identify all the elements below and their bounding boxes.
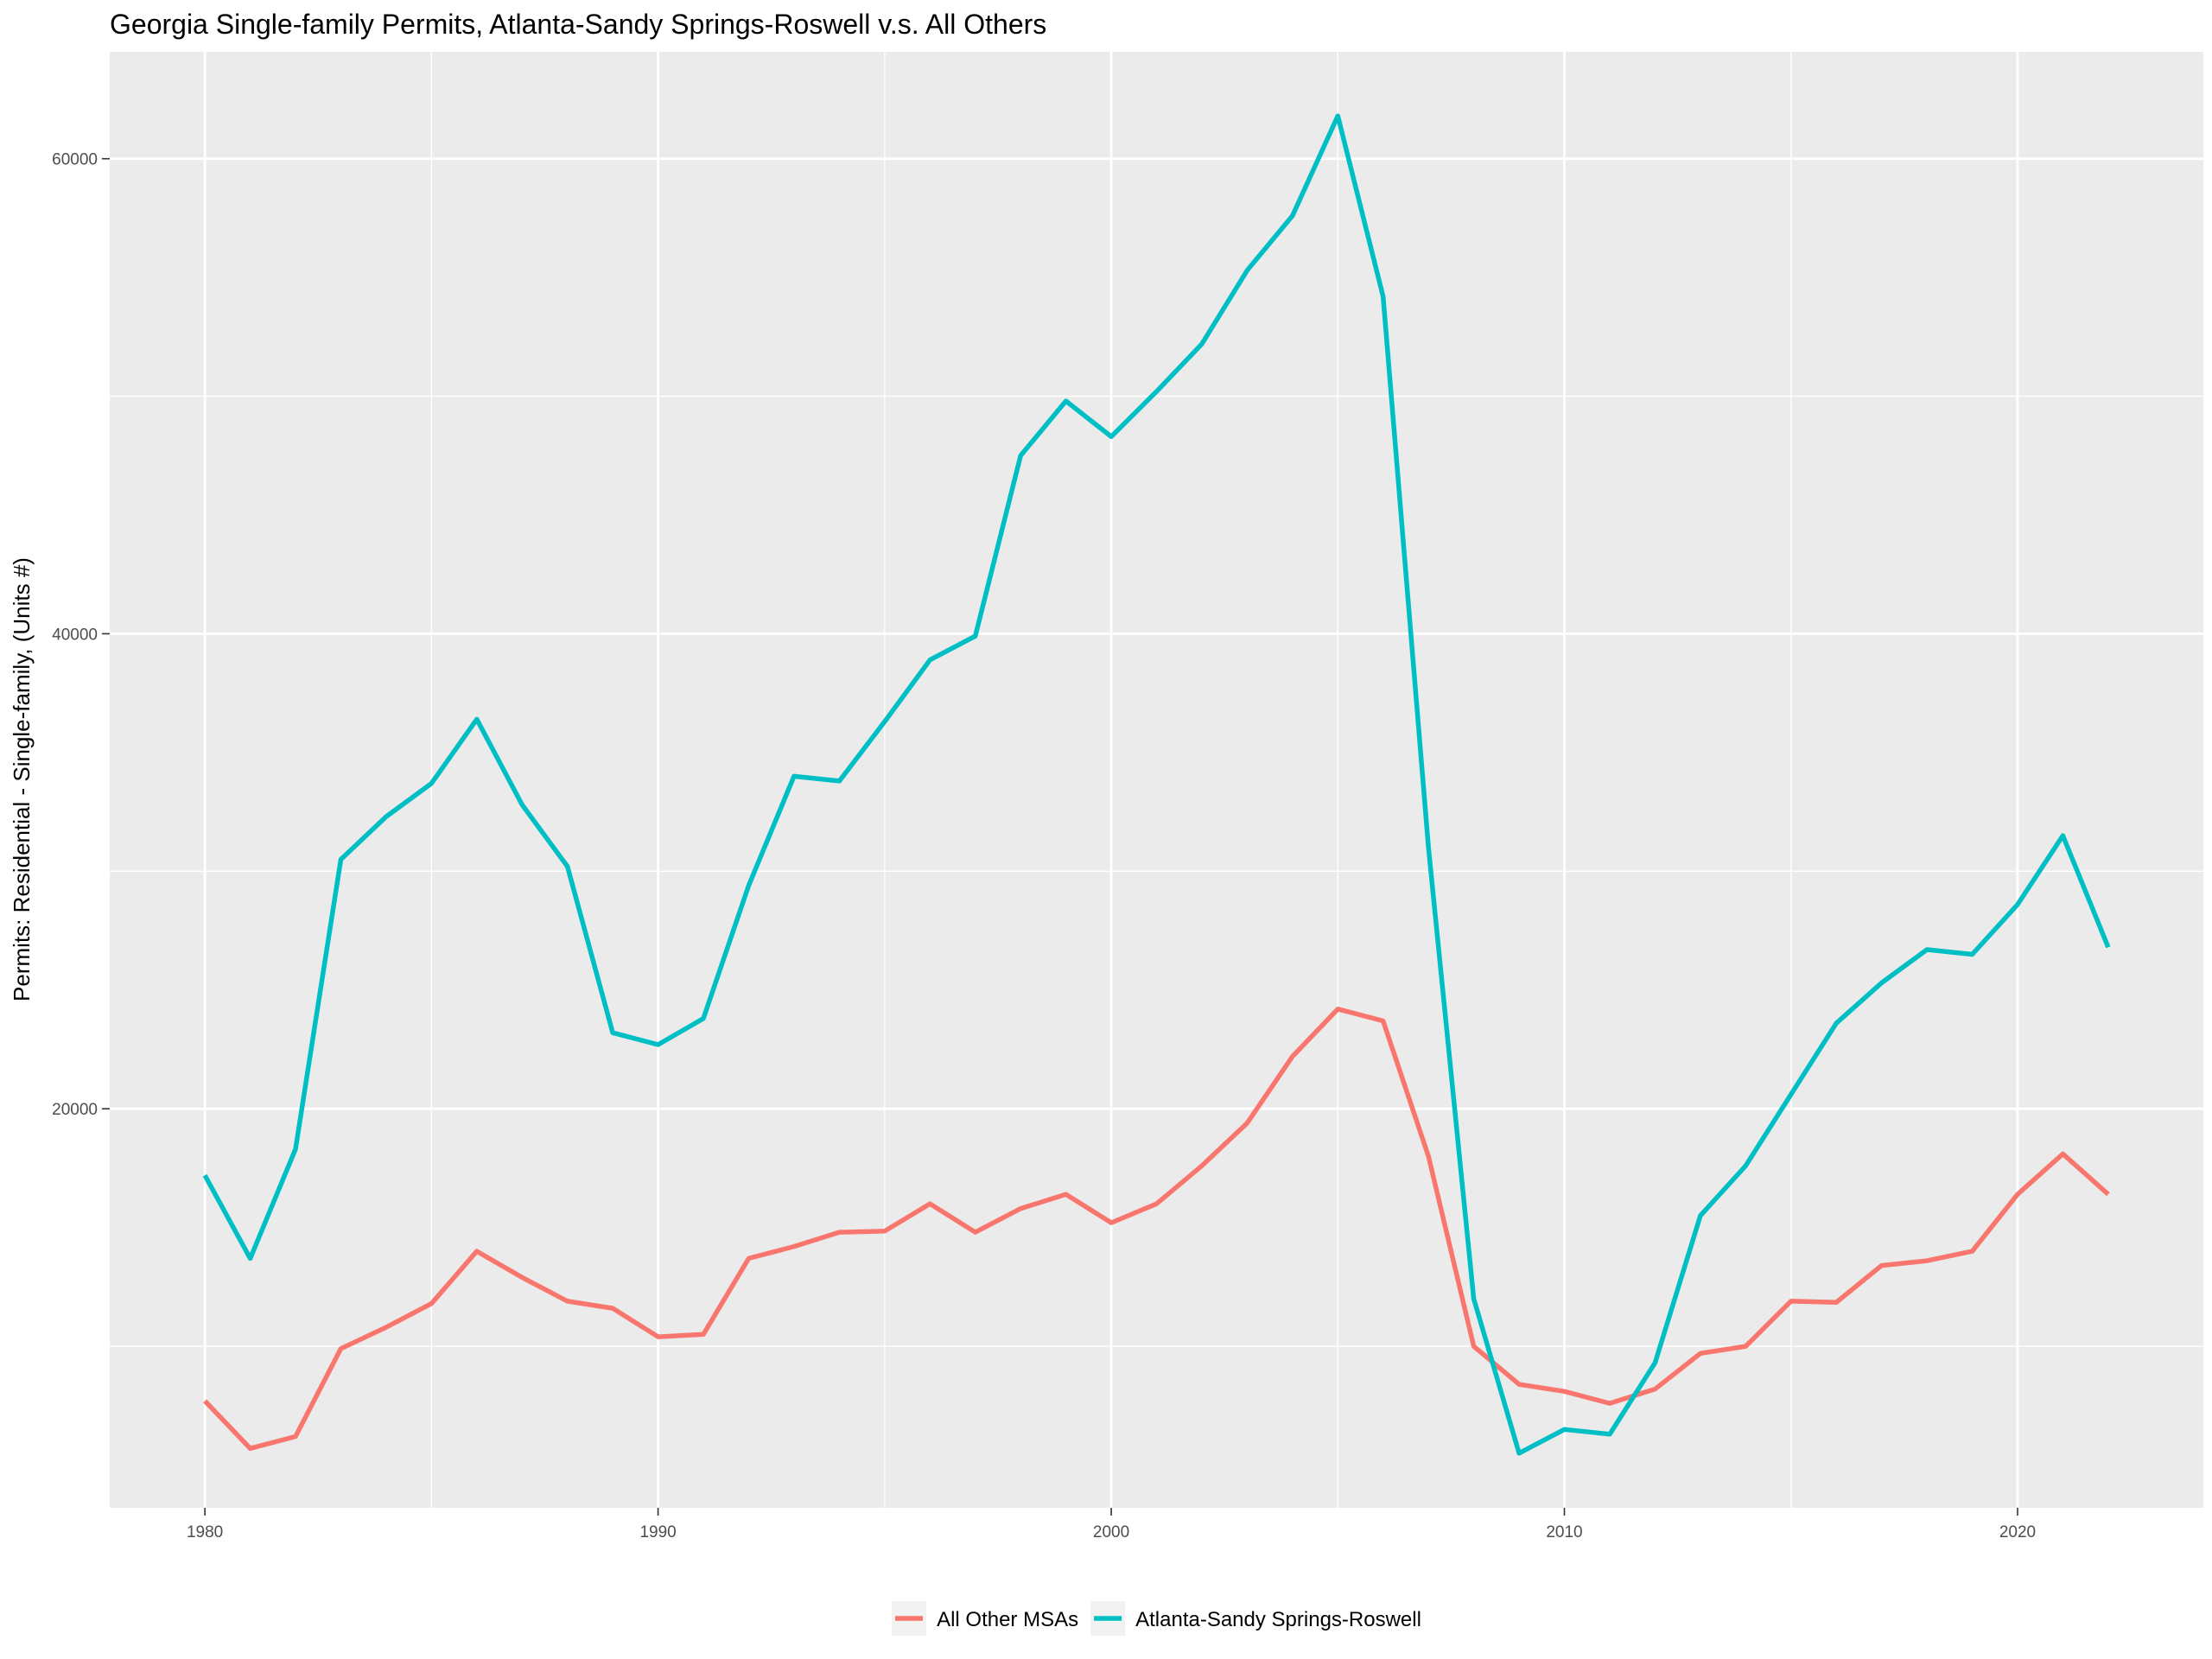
y-tick-label: 40000 xyxy=(52,626,98,644)
x-axis: 1980 1990 2000 2010 2020 xyxy=(187,1508,2036,1541)
series-lines xyxy=(202,113,2111,1456)
y-axis-label: Permits: Residential - Single-family, (U… xyxy=(9,557,35,1001)
chart-title: Georgia Single-family Permits, Atlanta-S… xyxy=(110,9,1046,40)
legend-label: Atlanta-Sandy Springs-Roswell xyxy=(1135,1608,1421,1631)
x-tick-label: 1990 xyxy=(639,1523,676,1541)
minor-gridlines xyxy=(110,52,2203,1508)
legend-item: Atlanta-Sandy Springs-Roswell xyxy=(1090,1601,1421,1636)
x-tick-label: 1980 xyxy=(187,1523,223,1541)
legend-label: All Other MSAs xyxy=(937,1608,1078,1631)
series-line-0 xyxy=(203,1007,2110,1452)
x-tick-label: 2020 xyxy=(1999,1523,2036,1541)
legend: All Other MSAs Atlanta-Sandy Springs-Rosw… xyxy=(892,1601,1421,1636)
x-tick-label: 2000 xyxy=(1093,1523,1129,1541)
major-gridlines xyxy=(110,52,2203,1508)
y-tick-label: 60000 xyxy=(52,151,98,169)
x-tick-label: 2010 xyxy=(1546,1523,1582,1541)
y-tick-label: 20000 xyxy=(52,1101,98,1119)
legend-item: All Other MSAs xyxy=(892,1601,1078,1636)
y-axis: 20000 40000 60000 xyxy=(52,151,110,1119)
series-line-1 xyxy=(202,113,2111,1456)
plot-panel xyxy=(110,52,2203,1508)
